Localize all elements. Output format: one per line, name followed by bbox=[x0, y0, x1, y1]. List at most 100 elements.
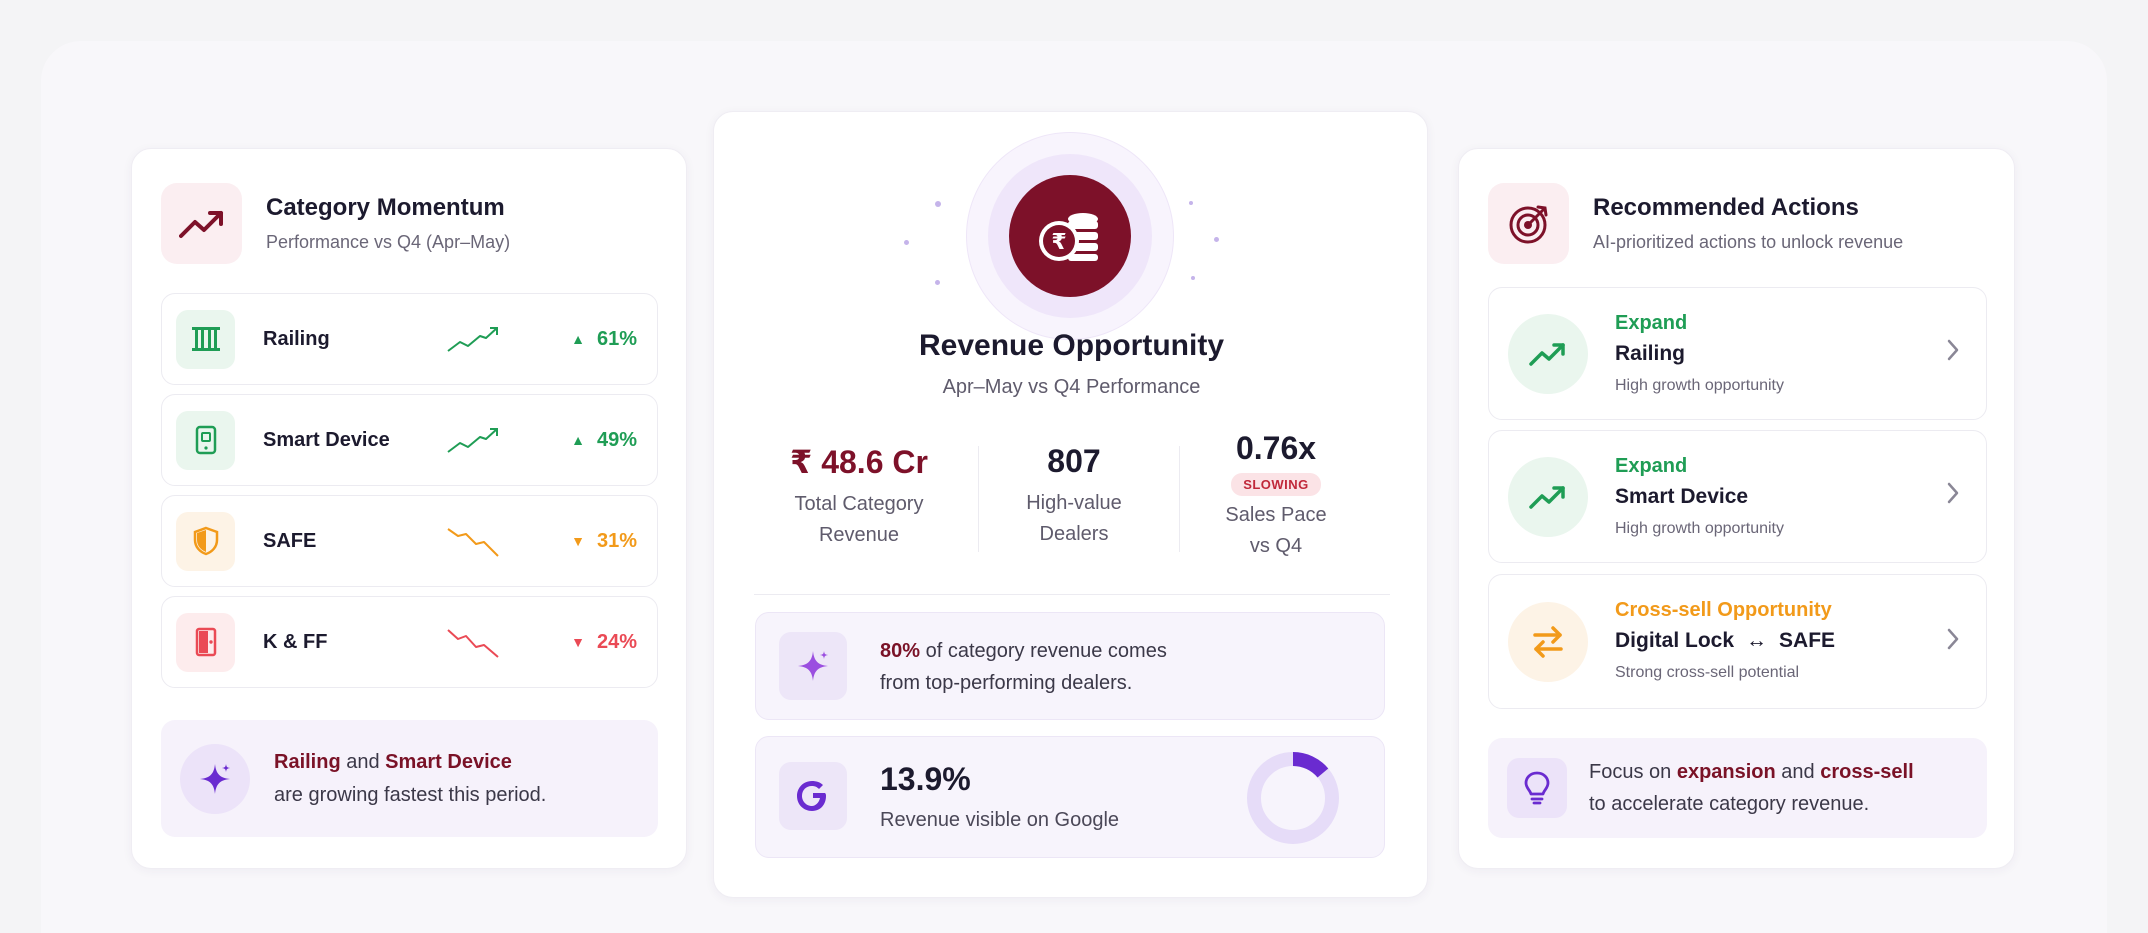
bidirectional-arrow-icon: ↔ bbox=[1746, 629, 1768, 652]
divider bbox=[1179, 446, 1180, 552]
stat-value: 807 bbox=[1047, 443, 1101, 479]
railing-icon bbox=[176, 309, 235, 369]
trending-up-icon bbox=[1508, 314, 1588, 394]
highlight-smart-device: Smart Device bbox=[385, 750, 512, 773]
revenue-subtitle: Apr–May vs Q4 Performance bbox=[942, 376, 1201, 398]
chevron-right-icon[interactable] bbox=[1946, 481, 1960, 505]
tip-text: Focus on bbox=[1589, 761, 1677, 783]
dealer-insight-box: 80% of category revenue comes from top-p… bbox=[755, 612, 1385, 720]
target-icon bbox=[1488, 183, 1569, 264]
category-momentum-card: Category Momentum Performance vs Q4 (Apr… bbox=[131, 148, 687, 869]
action-kind: Cross-sell Opportunity bbox=[1615, 599, 1832, 621]
door-icon bbox=[176, 612, 235, 672]
sparkle-icon bbox=[779, 632, 847, 700]
cross-sell-source: Digital Lock bbox=[1615, 629, 1735, 652]
insight-percent: 80% bbox=[880, 640, 921, 662]
highlight-expansion: expansion bbox=[1676, 761, 1776, 783]
stat-label: Revenue bbox=[818, 524, 900, 546]
recommended-actions-card: Recommended Actions AI-prioritized actio… bbox=[1458, 148, 2015, 869]
stat-label: vs Q4 bbox=[1249, 535, 1303, 557]
divider bbox=[978, 446, 979, 552]
chevron-right-icon[interactable] bbox=[1946, 338, 1960, 362]
change-badge: ▲ 61% bbox=[571, 327, 637, 350]
change-badge: ▼ 31% bbox=[571, 529, 637, 552]
sparkline-down-icon bbox=[447, 629, 499, 658]
sparkle-icon bbox=[180, 743, 250, 814]
action-kind: Expand bbox=[1615, 455, 1688, 477]
row-label: Railing bbox=[263, 327, 330, 350]
tip-text: and bbox=[1775, 761, 1821, 783]
action-target: Railing bbox=[1615, 342, 1686, 365]
action-description: High growth opportunity bbox=[1615, 520, 1784, 537]
stat-label: Sales Pace bbox=[1225, 504, 1327, 526]
action-target: Digital Lock ↔ SAFE bbox=[1615, 629, 1835, 653]
insight-connector: and bbox=[340, 750, 386, 773]
stat-total-revenue: ₹ 48.6 Cr Total Category Revenue bbox=[774, 443, 944, 551]
stat-label: High-value bbox=[1026, 492, 1122, 514]
cross-sell-target: SAFE bbox=[1779, 629, 1836, 652]
action-description: Strong cross-sell potential bbox=[1615, 664, 1800, 681]
actions-subtitle: AI-prioritized actions to unlock revenue bbox=[1593, 232, 1904, 252]
stat-label: Dealers bbox=[1039, 523, 1109, 545]
sparkline-up-icon bbox=[447, 327, 498, 352]
stat-value: 0.76x bbox=[1235, 430, 1317, 466]
action-description: High growth opportunity bbox=[1615, 377, 1784, 394]
row-label: SAFE bbox=[263, 529, 317, 552]
status-badge: SLOWING bbox=[1231, 473, 1321, 496]
momentum-row-kff[interactable]: K & FF ▼ 24% bbox=[161, 596, 658, 688]
up-triangle-icon: ▲ bbox=[571, 432, 585, 448]
svg-text:₹: ₹ bbox=[1051, 230, 1066, 255]
insight-line: are growing fastest this period. bbox=[274, 783, 547, 806]
stat-high-value-dealers: 807 High-value Dealers bbox=[989, 443, 1159, 550]
down-triangle-icon: ▼ bbox=[571, 533, 585, 549]
donut-arc bbox=[1292, 752, 1329, 778]
sparkline-down-icon bbox=[447, 528, 499, 557]
google-icon bbox=[779, 762, 847, 830]
chevron-right-icon[interactable] bbox=[1946, 627, 1960, 651]
divider bbox=[754, 594, 1390, 595]
momentum-row-smart-device[interactable]: Smart Device ▲ 49% bbox=[161, 394, 658, 486]
revenue-title: Revenue Opportunity bbox=[918, 329, 1225, 362]
tip-text: to accelerate category revenue. bbox=[1589, 793, 1870, 815]
revenue-opportunity-card: ₹ Revenue Opportunity Apr–May vs Q4 Perf… bbox=[713, 111, 1428, 898]
lightbulb-icon bbox=[1507, 758, 1567, 818]
google-donut-chart bbox=[1247, 752, 1339, 844]
action-expand-railing[interactable]: Expand Railing High growth opportunity bbox=[1488, 287, 1987, 420]
actions-header: Recommended Actions AI-prioritized actio… bbox=[1488, 183, 1903, 264]
rupee-coins-icon: ₹ bbox=[1009, 175, 1131, 297]
up-triangle-icon: ▲ bbox=[571, 331, 585, 347]
shield-icon bbox=[176, 511, 235, 571]
insight-text: of category revenue comes bbox=[920, 640, 1167, 662]
change-badge: ▼ 24% bbox=[571, 630, 637, 653]
revenue-hero: ₹ bbox=[714, 132, 1429, 340]
trending-up-icon bbox=[161, 183, 242, 264]
row-label: Smart Device bbox=[263, 428, 390, 451]
google-visibility-box: 13.9% Revenue visible on Google bbox=[755, 736, 1385, 858]
action-target: Smart Device bbox=[1615, 485, 1749, 508]
google-label: Revenue visible on Google bbox=[880, 809, 1120, 831]
smart-device-icon bbox=[176, 410, 235, 470]
stat-label: Total Category bbox=[794, 493, 924, 515]
momentum-row-railing[interactable]: Railing ▲ 61% bbox=[161, 293, 658, 385]
actions-tip: Focus on expansion and cross-sell to acc… bbox=[1488, 738, 1987, 838]
highlight-railing: Railing bbox=[274, 750, 341, 773]
momentum-subtitle: Performance vs Q4 (Apr–May) bbox=[266, 232, 511, 252]
stat-sales-pace: 0.76x SLOWING Sales Pace vs Q4 bbox=[1191, 430, 1361, 562]
action-expand-smart-device[interactable]: Expand Smart Device High growth opportun… bbox=[1488, 430, 1987, 563]
sparkline-up-icon bbox=[447, 428, 498, 453]
insight-text: from top-performing dealers. bbox=[880, 672, 1133, 694]
momentum-title: Category Momentum bbox=[266, 194, 505, 221]
change-badge: ▲ 49% bbox=[571, 428, 637, 451]
momentum-header: Category Momentum Performance vs Q4 (Apr… bbox=[161, 183, 510, 264]
swap-arrows-icon bbox=[1508, 602, 1588, 682]
row-label: K & FF bbox=[263, 630, 328, 653]
momentum-insight: Railing and Smart Device are growing fas… bbox=[161, 720, 658, 837]
google-value: 13.9% bbox=[880, 761, 971, 797]
down-triangle-icon: ▼ bbox=[571, 634, 585, 650]
trending-up-icon bbox=[1508, 457, 1588, 537]
momentum-row-safe[interactable]: SAFE ▼ 31% bbox=[161, 495, 658, 587]
highlight-cross-sell: cross-sell bbox=[1820, 761, 1914, 783]
stat-value: ₹ 48.6 Cr bbox=[790, 444, 928, 480]
actions-title: Recommended Actions bbox=[1593, 194, 1859, 221]
action-cross-sell[interactable]: Cross-sell Opportunity Digital Lock ↔ SAFE… bbox=[1488, 574, 1987, 709]
